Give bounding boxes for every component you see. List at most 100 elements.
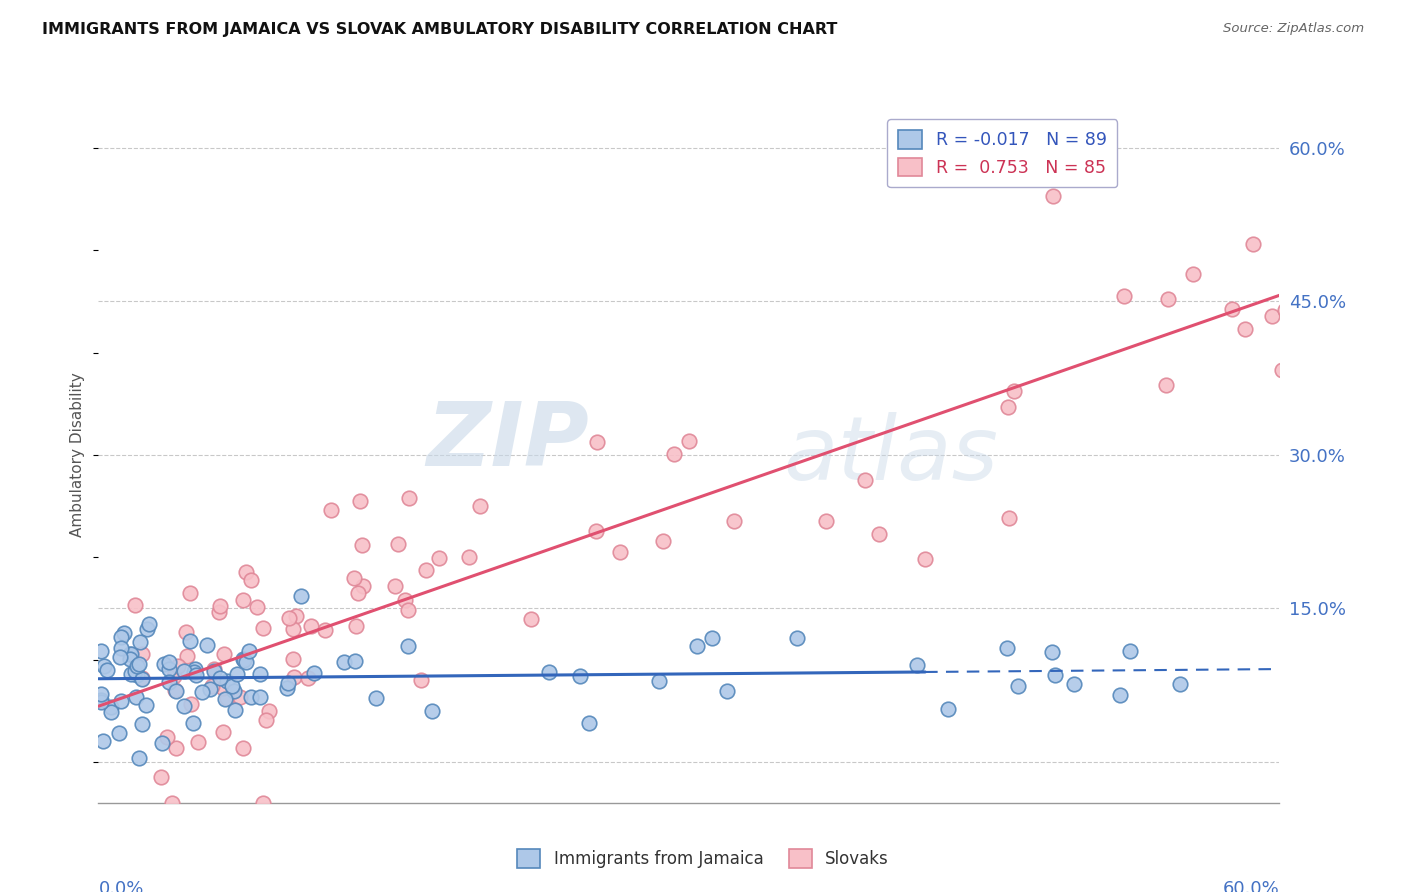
Point: [240, 574, 263, 588]
Point: [1063, 677, 1085, 691]
Point: [346, 586, 368, 600]
Point: [297, 671, 319, 685]
Point: [110, 694, 132, 708]
Point: [470, 499, 492, 513]
Point: [427, 551, 450, 566]
Point: [254, 713, 277, 727]
Point: [162, 669, 184, 683]
Point: [1109, 688, 1132, 702]
Point: [995, 640, 1018, 655]
Point: [204, 664, 226, 678]
Point: [191, 684, 214, 698]
Point: [246, 599, 269, 614]
Point: [211, 681, 233, 695]
Point: [384, 579, 406, 593]
Point: [1042, 189, 1064, 203]
Point: [240, 690, 263, 704]
Point: [114, 626, 136, 640]
Point: [235, 565, 257, 579]
Point: [179, 586, 201, 600]
Point: [136, 622, 159, 636]
Point: [212, 648, 235, 662]
Point: [167, 659, 190, 673]
Point: [202, 662, 225, 676]
Point: [520, 611, 543, 625]
Point: [157, 661, 180, 675]
Point: [235, 655, 257, 669]
Point: [1260, 310, 1282, 324]
Point: [90, 687, 112, 701]
Point: [173, 664, 195, 678]
Point: [538, 665, 561, 679]
Point: [1271, 363, 1294, 377]
Point: [238, 644, 260, 658]
Point: [457, 549, 479, 564]
Point: [1298, 248, 1320, 262]
Point: [349, 494, 371, 508]
Point: [150, 736, 173, 750]
Text: ZIP: ZIP: [426, 398, 589, 484]
Point: [585, 435, 607, 450]
Point: [96, 663, 118, 677]
Point: [343, 571, 366, 585]
Text: IMMIGRANTS FROM JAMAICA VS SLOVAK AMBULATORY DISABILITY CORRELATION CHART: IMMIGRANTS FROM JAMAICA VS SLOVAK AMBULA…: [42, 22, 838, 37]
Point: [209, 599, 232, 613]
Point: [299, 619, 322, 633]
Point: [131, 716, 153, 731]
Point: [131, 672, 153, 686]
Point: [585, 524, 607, 538]
Point: [179, 634, 201, 648]
Point: [125, 690, 148, 704]
Point: [90, 695, 112, 709]
Point: [321, 503, 343, 517]
Point: [138, 616, 160, 631]
Point: [662, 447, 685, 461]
Legend: Immigrants from Jamaica, Slovaks: Immigrants from Jamaica, Slovaks: [510, 843, 896, 875]
Point: [232, 593, 254, 607]
Point: [211, 725, 233, 739]
Point: [415, 563, 437, 577]
Point: [214, 692, 236, 706]
Point: [176, 649, 198, 664]
Point: [578, 716, 600, 731]
Point: [394, 592, 416, 607]
Point: [173, 698, 195, 713]
Text: Source: ZipAtlas.com: Source: ZipAtlas.com: [1223, 22, 1364, 36]
Point: [224, 684, 246, 698]
Point: [411, 673, 433, 687]
Point: [110, 640, 132, 655]
Point: [228, 690, 250, 705]
Point: [1112, 288, 1135, 302]
Point: [997, 400, 1019, 414]
Point: [314, 623, 336, 637]
Point: [118, 647, 141, 661]
Point: [100, 705, 122, 719]
Point: [89, 692, 111, 706]
Point: [1043, 668, 1066, 682]
Y-axis label: Ambulatory Disability: Ambulatory Disability: [70, 373, 86, 537]
Legend: R = -0.017   N = 89, R =  0.753   N = 85: R = -0.017 N = 89, R = 0.753 N = 85: [887, 120, 1118, 187]
Point: [277, 610, 299, 624]
Point: [1156, 378, 1178, 392]
Point: [277, 675, 299, 690]
Point: [396, 639, 419, 653]
Point: [93, 658, 115, 673]
Point: [224, 703, 246, 717]
Text: 0.0%: 0.0%: [98, 880, 143, 892]
Point: [814, 514, 837, 528]
Point: [1007, 679, 1029, 693]
Point: [283, 651, 305, 665]
Point: [702, 631, 724, 645]
Point: [184, 662, 207, 676]
Point: [125, 668, 148, 682]
Point: [201, 679, 224, 693]
Point: [1157, 292, 1180, 306]
Point: [208, 605, 231, 619]
Point: [352, 538, 374, 552]
Point: [252, 621, 274, 635]
Point: [387, 537, 409, 551]
Point: [187, 735, 209, 749]
Point: [183, 665, 205, 679]
Text: atlas: atlas: [783, 412, 998, 498]
Point: [100, 699, 122, 714]
